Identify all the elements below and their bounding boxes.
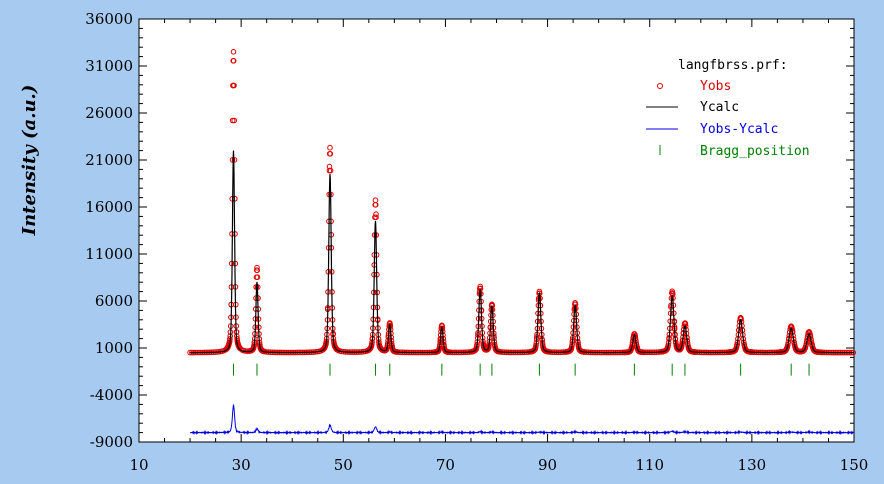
obs-point	[373, 211, 379, 217]
legend-marker-yobs	[657, 83, 663, 89]
obs-point	[231, 157, 238, 163]
y-tick-label: 16000	[85, 198, 133, 216]
obs-point	[229, 157, 236, 163]
series-ycalc	[190, 150, 854, 354]
obs-point	[254, 274, 261, 281]
obs-point	[372, 202, 379, 208]
series-bragg-position	[232, 363, 810, 376]
legend: langfbrss.prf: Yobs Ycalc Yobs-Ycalc Bra…	[646, 58, 810, 159]
y-axis: -9000 -4000 1000 6000 11000 16000 21000 26000 31…	[85, 10, 854, 451]
obs-point	[373, 214, 379, 221]
y-tick-label: 36000	[85, 10, 133, 28]
y-tick-label: 21000	[85, 151, 133, 169]
y-tick-label: -4000	[90, 386, 133, 404]
legend-label-yobs: Yobs	[700, 79, 731, 94]
y-axis-title: Intensity (a.u.)	[19, 85, 40, 237]
legend-title: langfbrss.prf:	[678, 58, 788, 73]
x-tick-label: 110	[635, 456, 664, 474]
y-tick-label: 26000	[85, 104, 133, 122]
x-tick-label: 30	[232, 456, 251, 474]
series-yobs-ycalc	[189, 404, 855, 436]
legend-label-ycalc: Ycalc	[700, 100, 739, 115]
x-tick-label: 130	[738, 456, 767, 474]
x-tick-label: 10	[129, 456, 148, 474]
obs-point	[254, 264, 260, 271]
obs-point	[477, 283, 484, 290]
y-tick-label: -9000	[90, 433, 133, 451]
obs-point	[231, 117, 237, 124]
x-tick-label: 90	[538, 456, 557, 474]
y-tick-label: 11000	[85, 245, 133, 263]
y-tick-label: 1000	[95, 339, 133, 357]
diff-line	[189, 404, 855, 436]
x-axis: 10 30 50 70 90 110 130 150	[129, 19, 868, 474]
obs-point	[327, 144, 333, 151]
legend-label-diff: Yobs-Ycalc	[700, 122, 778, 137]
calc-line	[190, 150, 854, 354]
x-tick-label: 150	[840, 456, 869, 474]
obs-point	[254, 267, 261, 274]
plot-area	[138, 18, 855, 443]
y-tick-label: 6000	[95, 292, 133, 310]
obs-point	[230, 49, 237, 55]
obs-point	[327, 167, 334, 174]
obs-point	[327, 151, 334, 157]
obs-point	[230, 58, 237, 64]
legend-label-bragg: Bragg_position	[700, 144, 810, 159]
obs-point	[231, 82, 237, 89]
x-tick-label: 50	[334, 456, 353, 474]
x-tick-label: 70	[436, 456, 455, 474]
y-tick-label: 31000	[85, 57, 133, 75]
